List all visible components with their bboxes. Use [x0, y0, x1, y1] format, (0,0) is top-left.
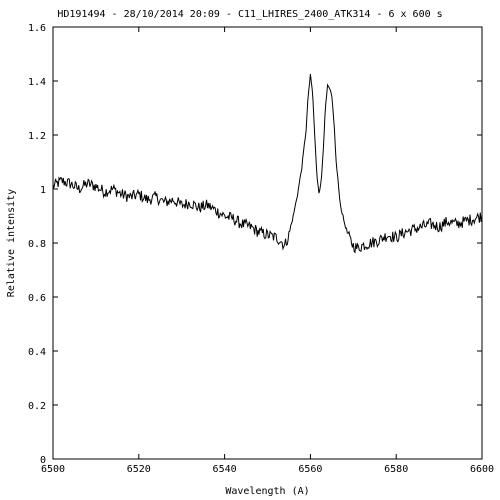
y-tick-label: 0.4: [28, 347, 46, 358]
chart-title: HD191494 - 28/10/2014 20:09 - C11_LHIRES…: [57, 9, 442, 20]
x-tick-label: 6560: [298, 464, 322, 475]
y-tick-label: 1.2: [28, 131, 46, 142]
y-tick-label: 1: [40, 185, 46, 196]
y-tick-label: 0.6: [28, 293, 46, 304]
y-axis-ticks: 0 0.2 0.4 0.6 0.8 1 1.2 1.4 1.6: [28, 23, 482, 466]
y-tick-label: 1.4: [28, 77, 46, 88]
x-tick-label: 6520: [127, 464, 151, 475]
x-axis-label: Wavelength (A): [225, 486, 309, 497]
y-tick-label: 0.8: [28, 239, 46, 250]
y-tick-label: 0: [40, 455, 46, 466]
x-tick-label: 6600: [470, 464, 494, 475]
x-tick-label: 6580: [384, 464, 408, 475]
x-tick-label: 6540: [213, 464, 237, 475]
x-tick-label: 6500: [41, 464, 65, 475]
y-tick-label: 0.2: [28, 401, 46, 412]
spectrum-line: [52, 74, 483, 254]
x-axis-ticks: 6500 6520 6540 6560 6580 6600: [41, 27, 494, 475]
y-axis-label: Relative intensity: [6, 189, 17, 297]
y-tick-label: 1.6: [28, 23, 46, 34]
